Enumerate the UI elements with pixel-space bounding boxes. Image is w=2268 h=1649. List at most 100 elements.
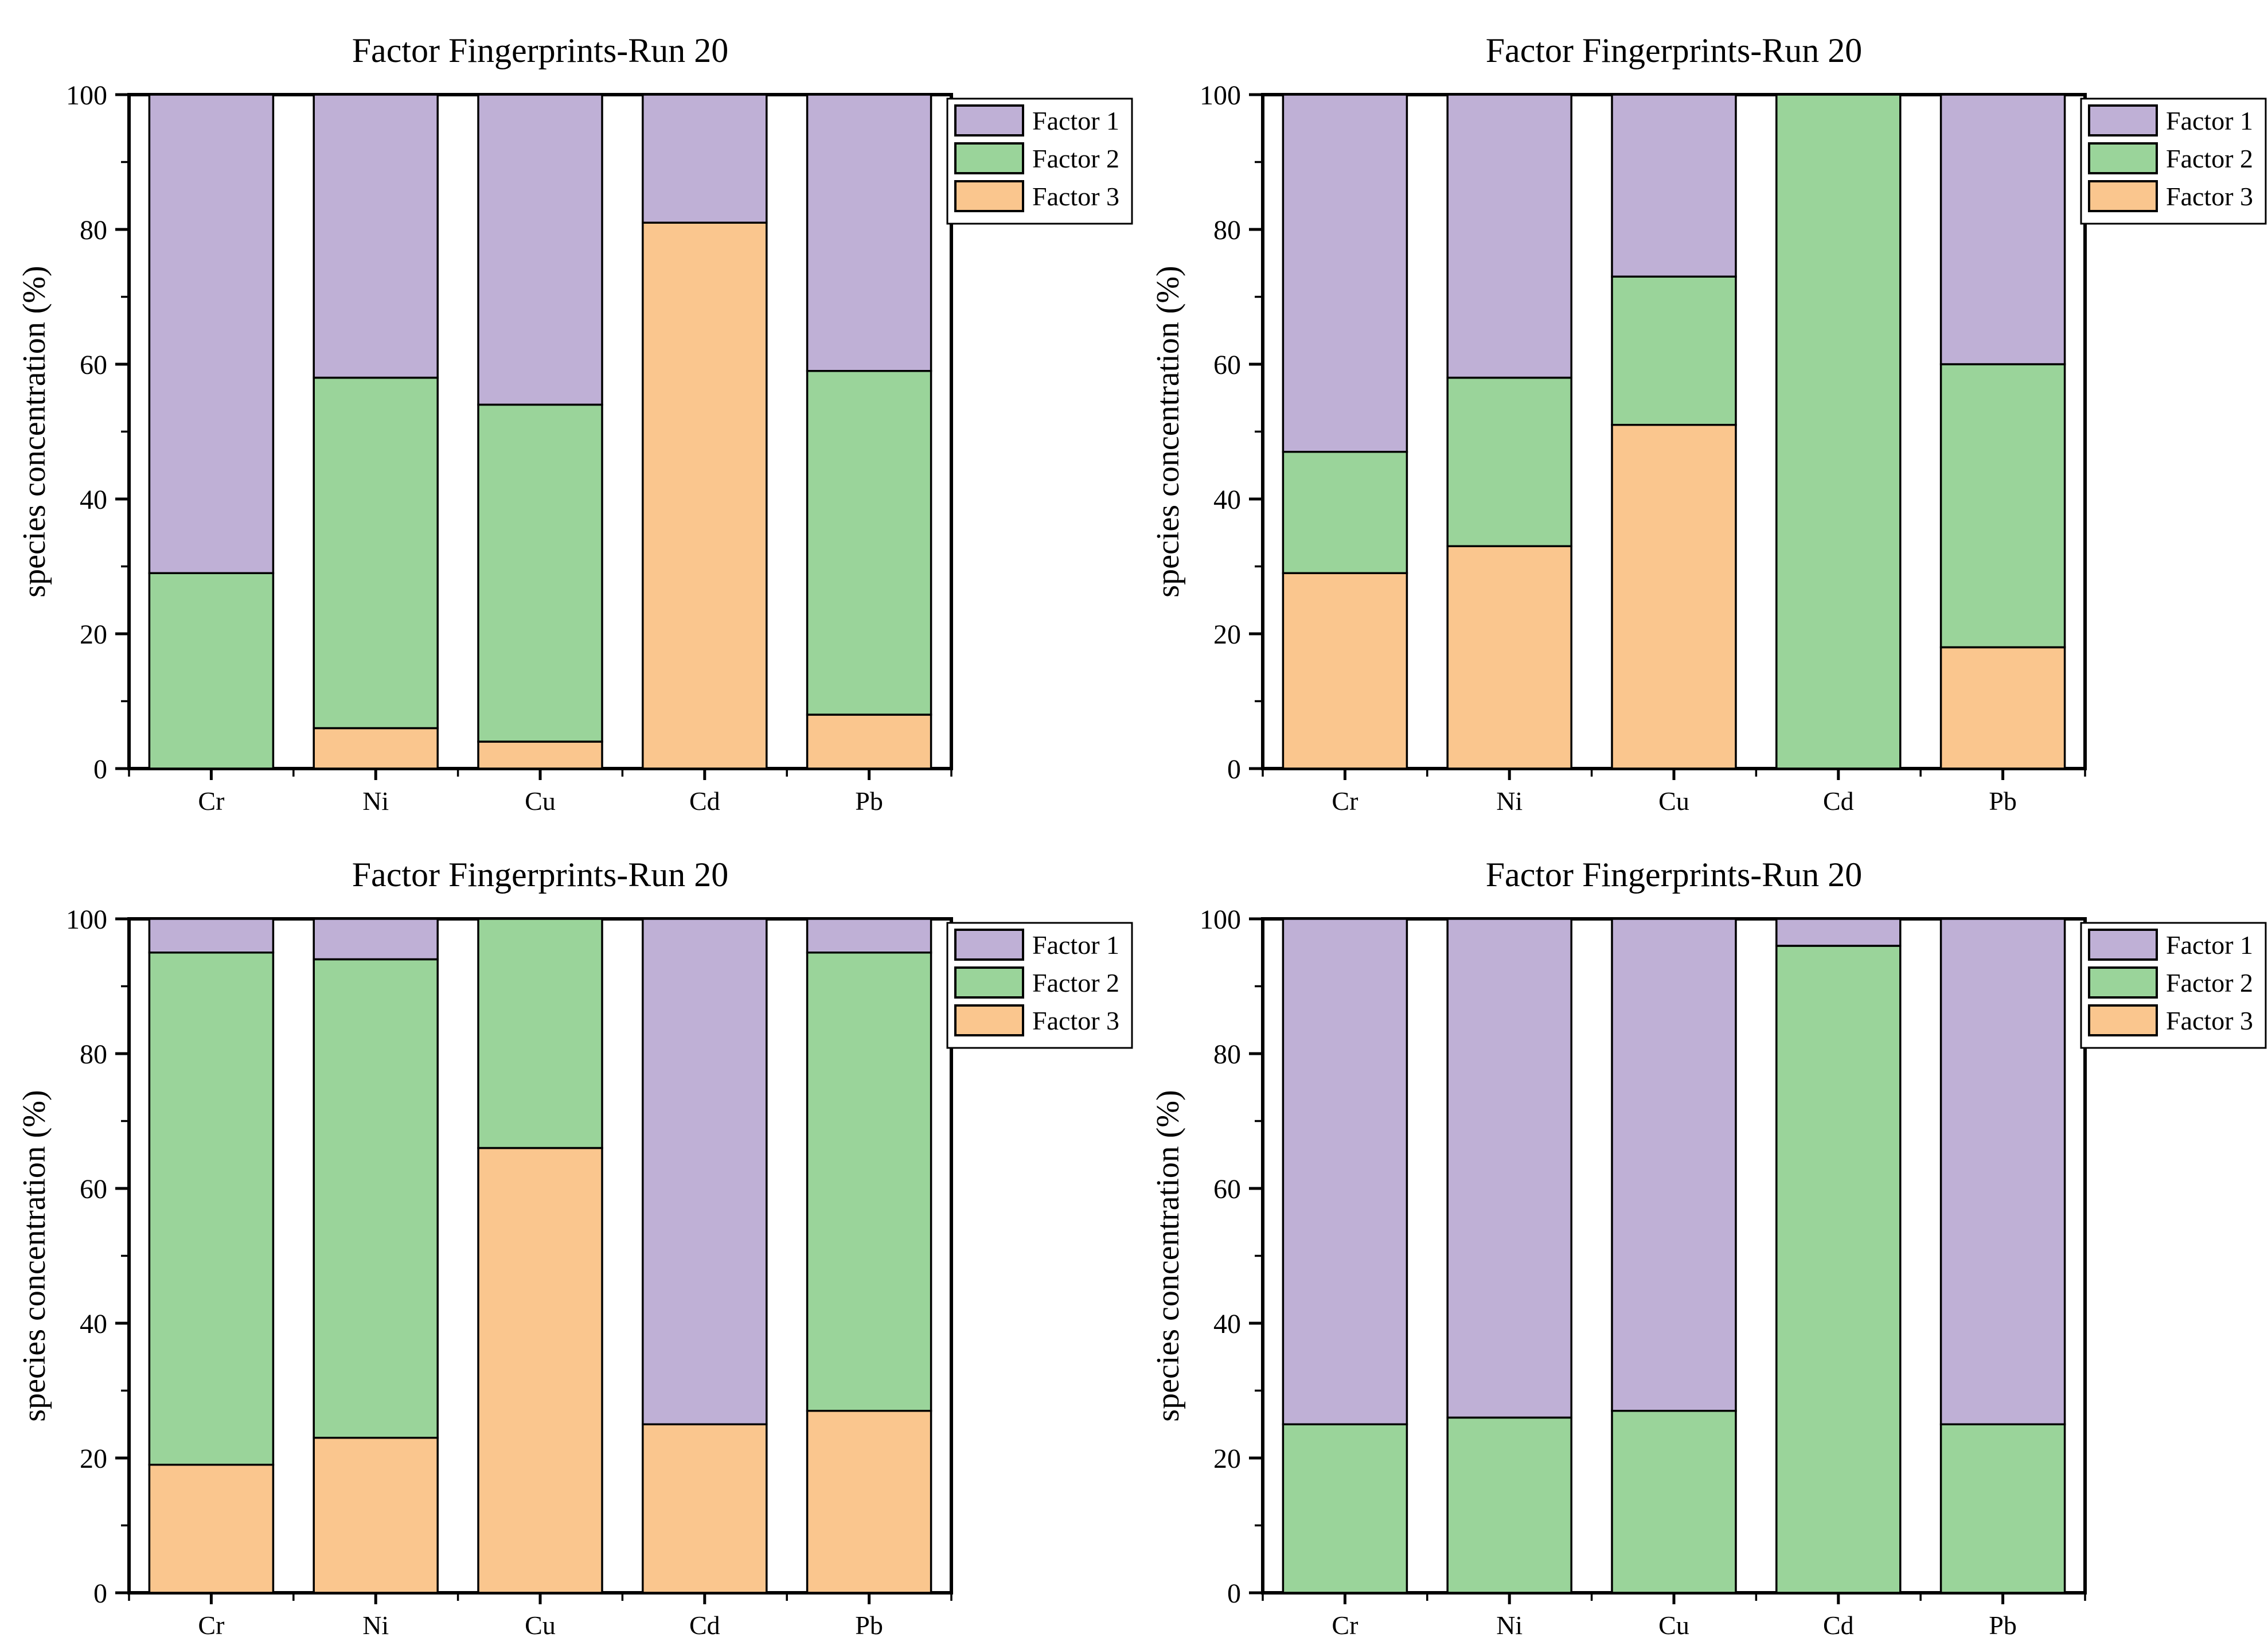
legend-swatch-factor3	[954, 180, 1024, 212]
chart-bottom-left: Factor Fingerprints-Run 20 species concen…	[0, 824, 1134, 1649]
y-tick-label: 60	[80, 350, 107, 380]
y-tick-label: 20	[80, 1444, 107, 1474]
chart-bottom-right: Factor Fingerprints-Run 20 species concen…	[1134, 824, 2268, 1649]
legend-swatch-factor1	[2088, 929, 2158, 961]
legend-label: Factor 1	[2166, 106, 2253, 135]
legend-label: Factor 3	[2166, 1006, 2253, 1035]
x-tick-label: Cd	[1823, 786, 1854, 816]
legend-label: Factor 3	[1032, 1006, 1119, 1035]
legend-swatch-factor3	[954, 1004, 1024, 1036]
legend-swatch-factor1	[954, 104, 1024, 137]
chart-svg-top-left: Factor Fingerprints-Run 20 species concen…	[17, 32, 1133, 816]
bar-segment-Pb-factor3	[806, 1410, 932, 1594]
x-tick-label: Ni	[362, 1611, 389, 1640]
bar-segment-Cd-factor1	[1775, 918, 1902, 947]
legend-label: Factor 2	[1032, 144, 1119, 173]
y-tick-label: 80	[1213, 1039, 1241, 1070]
bar-segment-Pb-factor1	[806, 93, 932, 372]
x-tick-label: Pb	[855, 1611, 883, 1640]
legend-swatch-factor1	[2088, 104, 2158, 137]
legend-swatch-factor2	[954, 966, 1024, 999]
x-tick-label: Cr	[198, 786, 224, 816]
legend-label: Factor 1	[1032, 930, 1119, 960]
x-tick-label: Cr	[1332, 1611, 1358, 1640]
legend-label: Factor 2	[2166, 144, 2253, 173]
bar-segment-Cr-factor1	[1282, 918, 1408, 1425]
legend-label: Factor 2	[1032, 968, 1119, 997]
y-tick-label: 20	[80, 619, 107, 650]
y-tick-label: 60	[80, 1174, 107, 1204]
bar-segment-Pb-factor1	[1939, 93, 2066, 365]
bar-segment-Ni-factor2	[1446, 376, 1572, 547]
y-tick-label: 0	[1227, 754, 1241, 785]
chart-svg-bottom-right: Factor Fingerprints-Run 20 species concen…	[1150, 856, 2267, 1640]
x-tick-label: Cu	[1658, 1611, 1689, 1640]
chart-top-right: Factor Fingerprints-Run 20 species concen…	[1134, 0, 2268, 824]
x-tick-label: Cd	[1823, 1611, 1854, 1640]
bar-segment-Pb-factor3	[806, 714, 932, 770]
x-tick-label: Cu	[525, 1611, 556, 1640]
legend: Factor 1 Factor 2 Factor 3	[946, 98, 1133, 225]
y-tick-label: 100	[66, 80, 107, 111]
bar-segment-Cd-factor1	[642, 918, 768, 1425]
bar-segment-Cr-factor2	[148, 572, 275, 770]
y-tick-label: 0	[1227, 1578, 1241, 1609]
x-tick-label: Cd	[689, 786, 720, 816]
legend-label: Factor 1	[1032, 106, 1119, 135]
chart-svg-bottom-left: Factor Fingerprints-Run 20 species concen…	[17, 856, 1133, 1640]
y-tick-label: 0	[93, 754, 107, 785]
legend-label: Factor 1	[2166, 930, 2253, 960]
legend-swatch-factor3	[2088, 180, 2158, 212]
y-tick-label: 40	[1213, 1309, 1241, 1339]
x-tick-label: Ni	[362, 786, 389, 816]
bar-segment-Ni-factor1	[1446, 93, 1572, 379]
bar-segment-Cr-factor2	[1282, 451, 1408, 574]
x-tick-label: Cr	[198, 1611, 224, 1640]
bar-segment-Ni-factor1	[313, 918, 439, 961]
y-axis-label: species concentration (%)	[17, 1090, 52, 1421]
bar-segment-Cu-factor1	[477, 93, 603, 406]
bar-segment-Pb-factor2	[806, 952, 932, 1412]
legend: Factor 1 Factor 2 Factor 3	[2080, 922, 2267, 1049]
bar-segment-Pb-factor1	[1939, 918, 2066, 1425]
bar-segment-Cu-factor2	[1611, 275, 1737, 426]
bar-segment-Cu-factor1	[1611, 918, 1737, 1412]
legend-swatch-factor2	[2088, 142, 2158, 174]
legend-label: Factor 3	[2166, 182, 2253, 211]
chart-top-left: Factor Fingerprints-Run 20 species concen…	[0, 0, 1134, 824]
legend: Factor 1 Factor 2 Factor 3	[2080, 98, 2267, 225]
bar-segment-Pb-factor2	[806, 370, 932, 716]
y-tick-label: 40	[80, 485, 107, 515]
bar-segment-Cu-factor2	[1611, 1410, 1737, 1594]
x-tick-label: Ni	[1496, 1611, 1523, 1640]
bar-segment-Cd-factor2	[1775, 945, 1902, 1594]
x-tick-label: Cr	[1332, 786, 1358, 816]
bar-segment-Cr-factor1	[148, 93, 275, 574]
chart-svg-top-right: Factor Fingerprints-Run 20 species concen…	[1150, 32, 2267, 816]
y-tick-label: 60	[1213, 1174, 1241, 1204]
y-tick-label: 100	[1200, 80, 1241, 111]
bar-segment-Cr-factor3	[148, 1464, 275, 1594]
bar-segment-Ni-factor3	[313, 1437, 439, 1594]
x-tick-label: Cu	[525, 786, 556, 816]
y-tick-label: 100	[1200, 905, 1241, 935]
x-tick-label: Cu	[1658, 786, 1689, 816]
x-tick-label: Pb	[1989, 786, 2017, 816]
bar-segment-Pb-factor1	[806, 918, 932, 954]
y-tick-label: 80	[1213, 215, 1241, 245]
bar-segment-Cr-factor1	[148, 918, 275, 954]
y-tick-label: 20	[1213, 619, 1241, 650]
bar-segment-Ni-factor3	[1446, 545, 1572, 770]
x-tick-label: Cd	[689, 1611, 720, 1640]
bar-segment-Cd-factor3	[642, 1423, 768, 1594]
chart-title: Factor Fingerprints-Run 20	[1486, 856, 1863, 894]
bar-segment-Pb-factor3	[1939, 646, 2066, 770]
y-axis-label: species concentration (%)	[17, 266, 52, 597]
bar-segment-Cd-factor1	[642, 93, 768, 224]
bar-segment-Cu-factor3	[477, 1147, 603, 1594]
bar-segment-Ni-factor2	[313, 376, 439, 730]
bar-segment-Cu-factor1	[1611, 93, 1737, 278]
x-tick-label: Pb	[1989, 1611, 2017, 1640]
bar-segment-Ni-factor2	[1446, 1416, 1572, 1594]
